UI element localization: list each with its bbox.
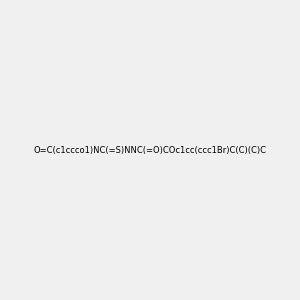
Text: O=C(c1ccco1)NC(=S)NNC(=O)COc1cc(ccc1Br)C(C)(C)C: O=C(c1ccco1)NC(=S)NNC(=O)COc1cc(ccc1Br)C… <box>34 146 266 154</box>
